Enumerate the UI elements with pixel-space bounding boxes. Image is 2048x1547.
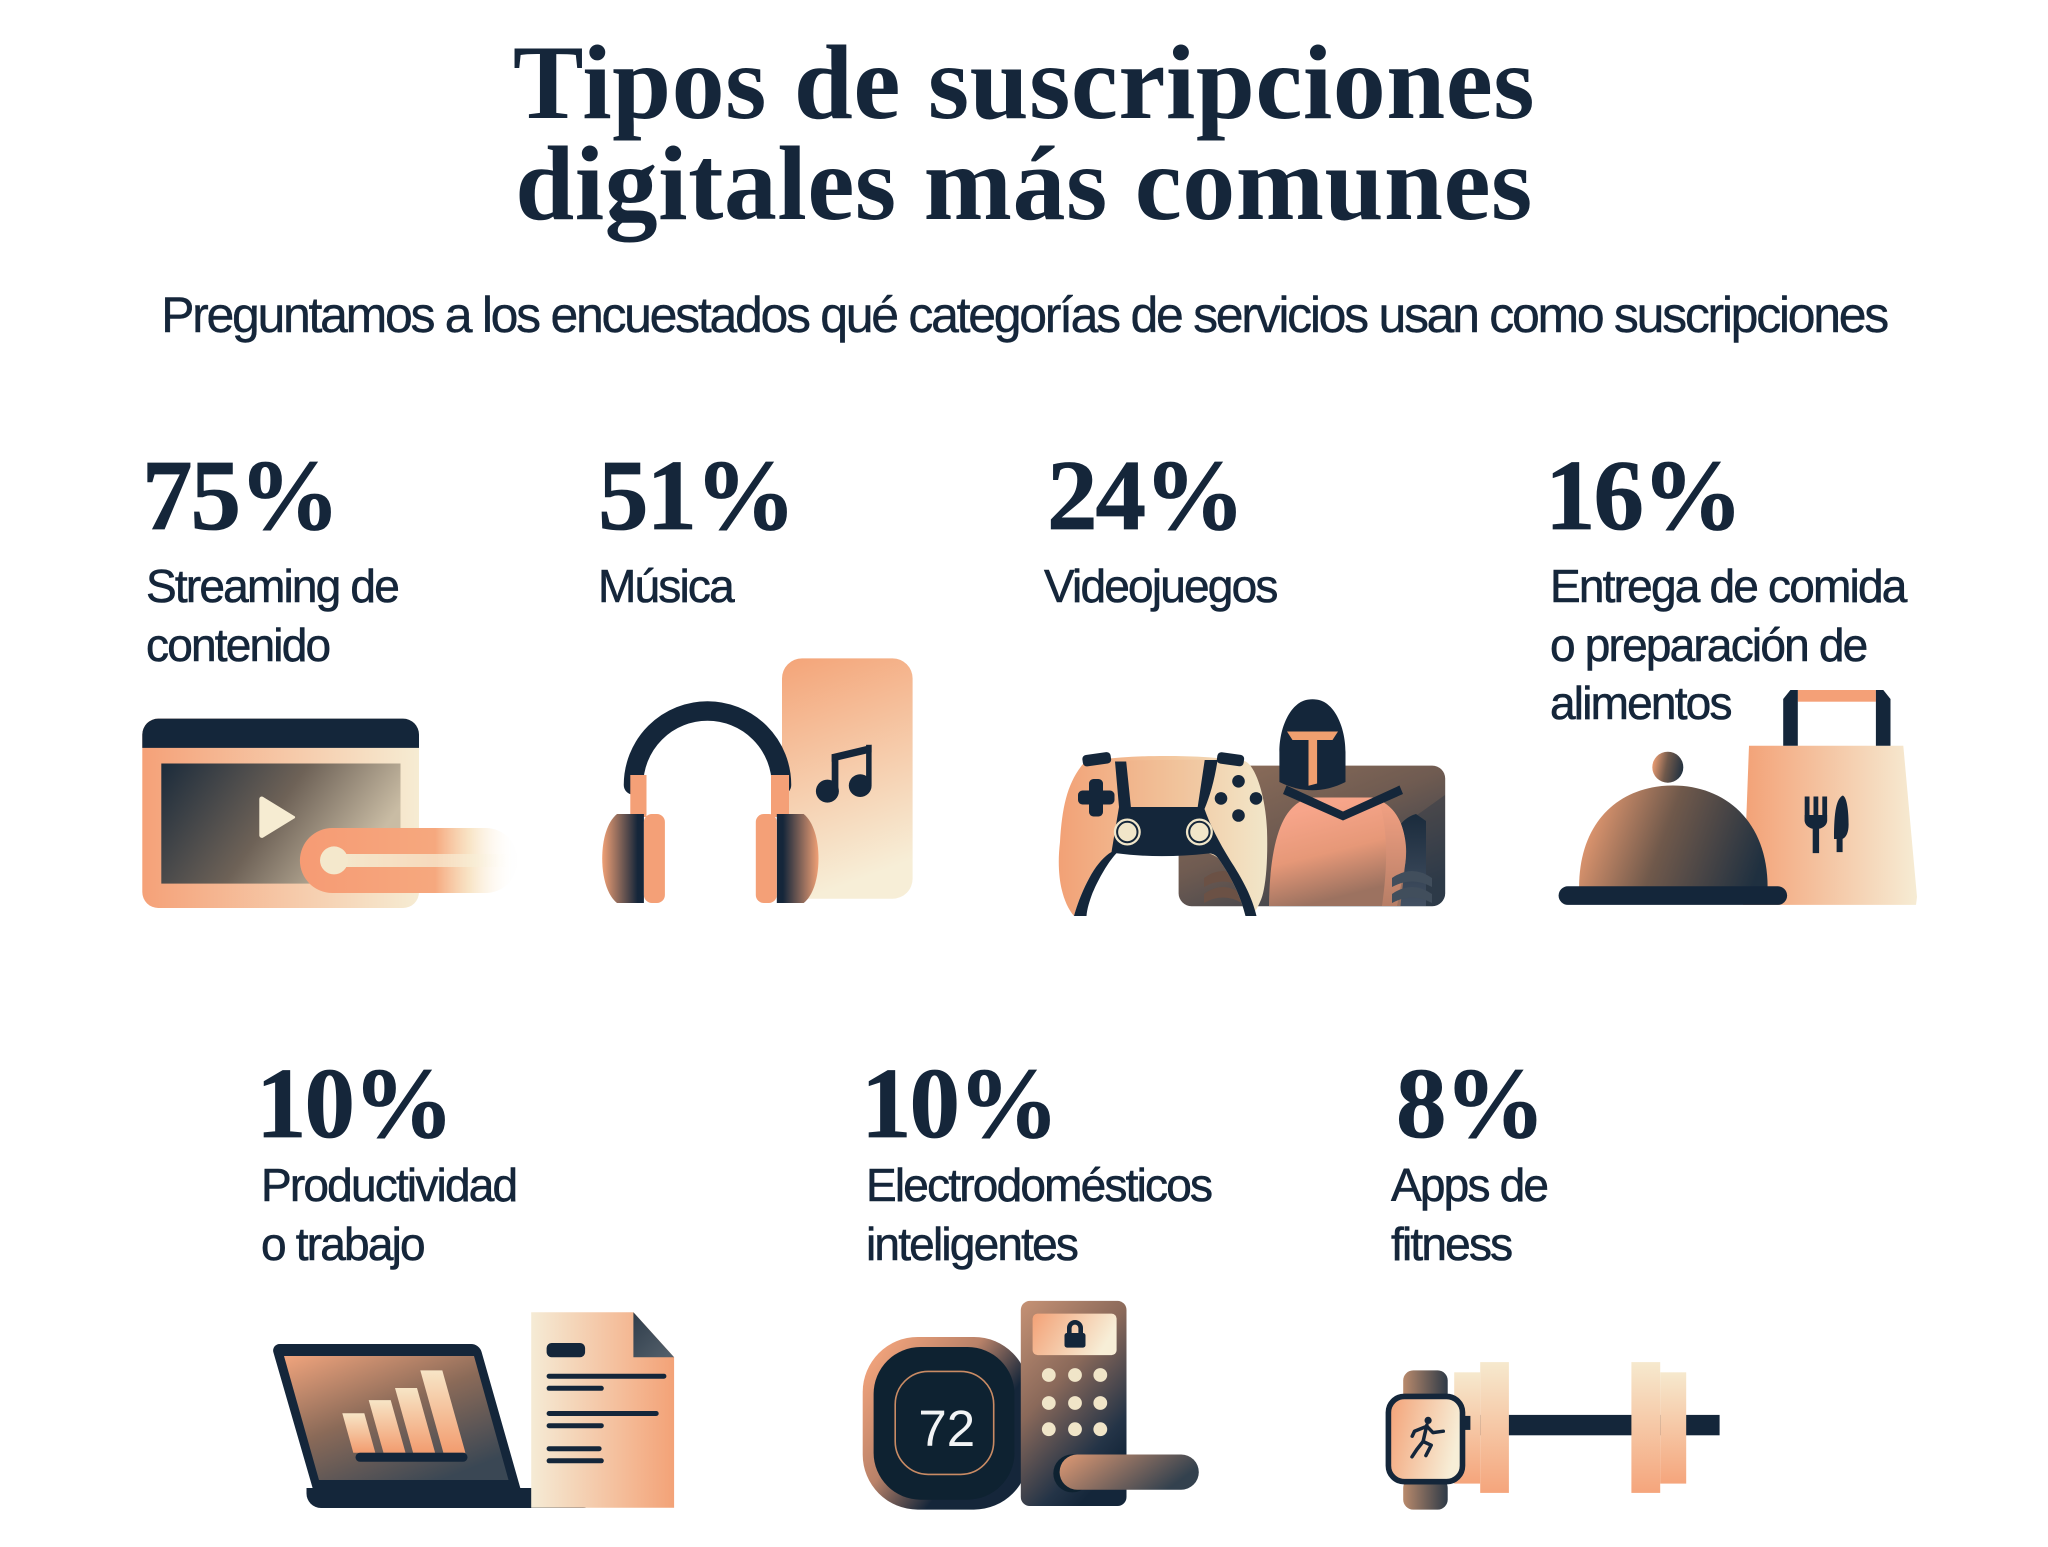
svg-text:72: 72 [918,1400,975,1457]
